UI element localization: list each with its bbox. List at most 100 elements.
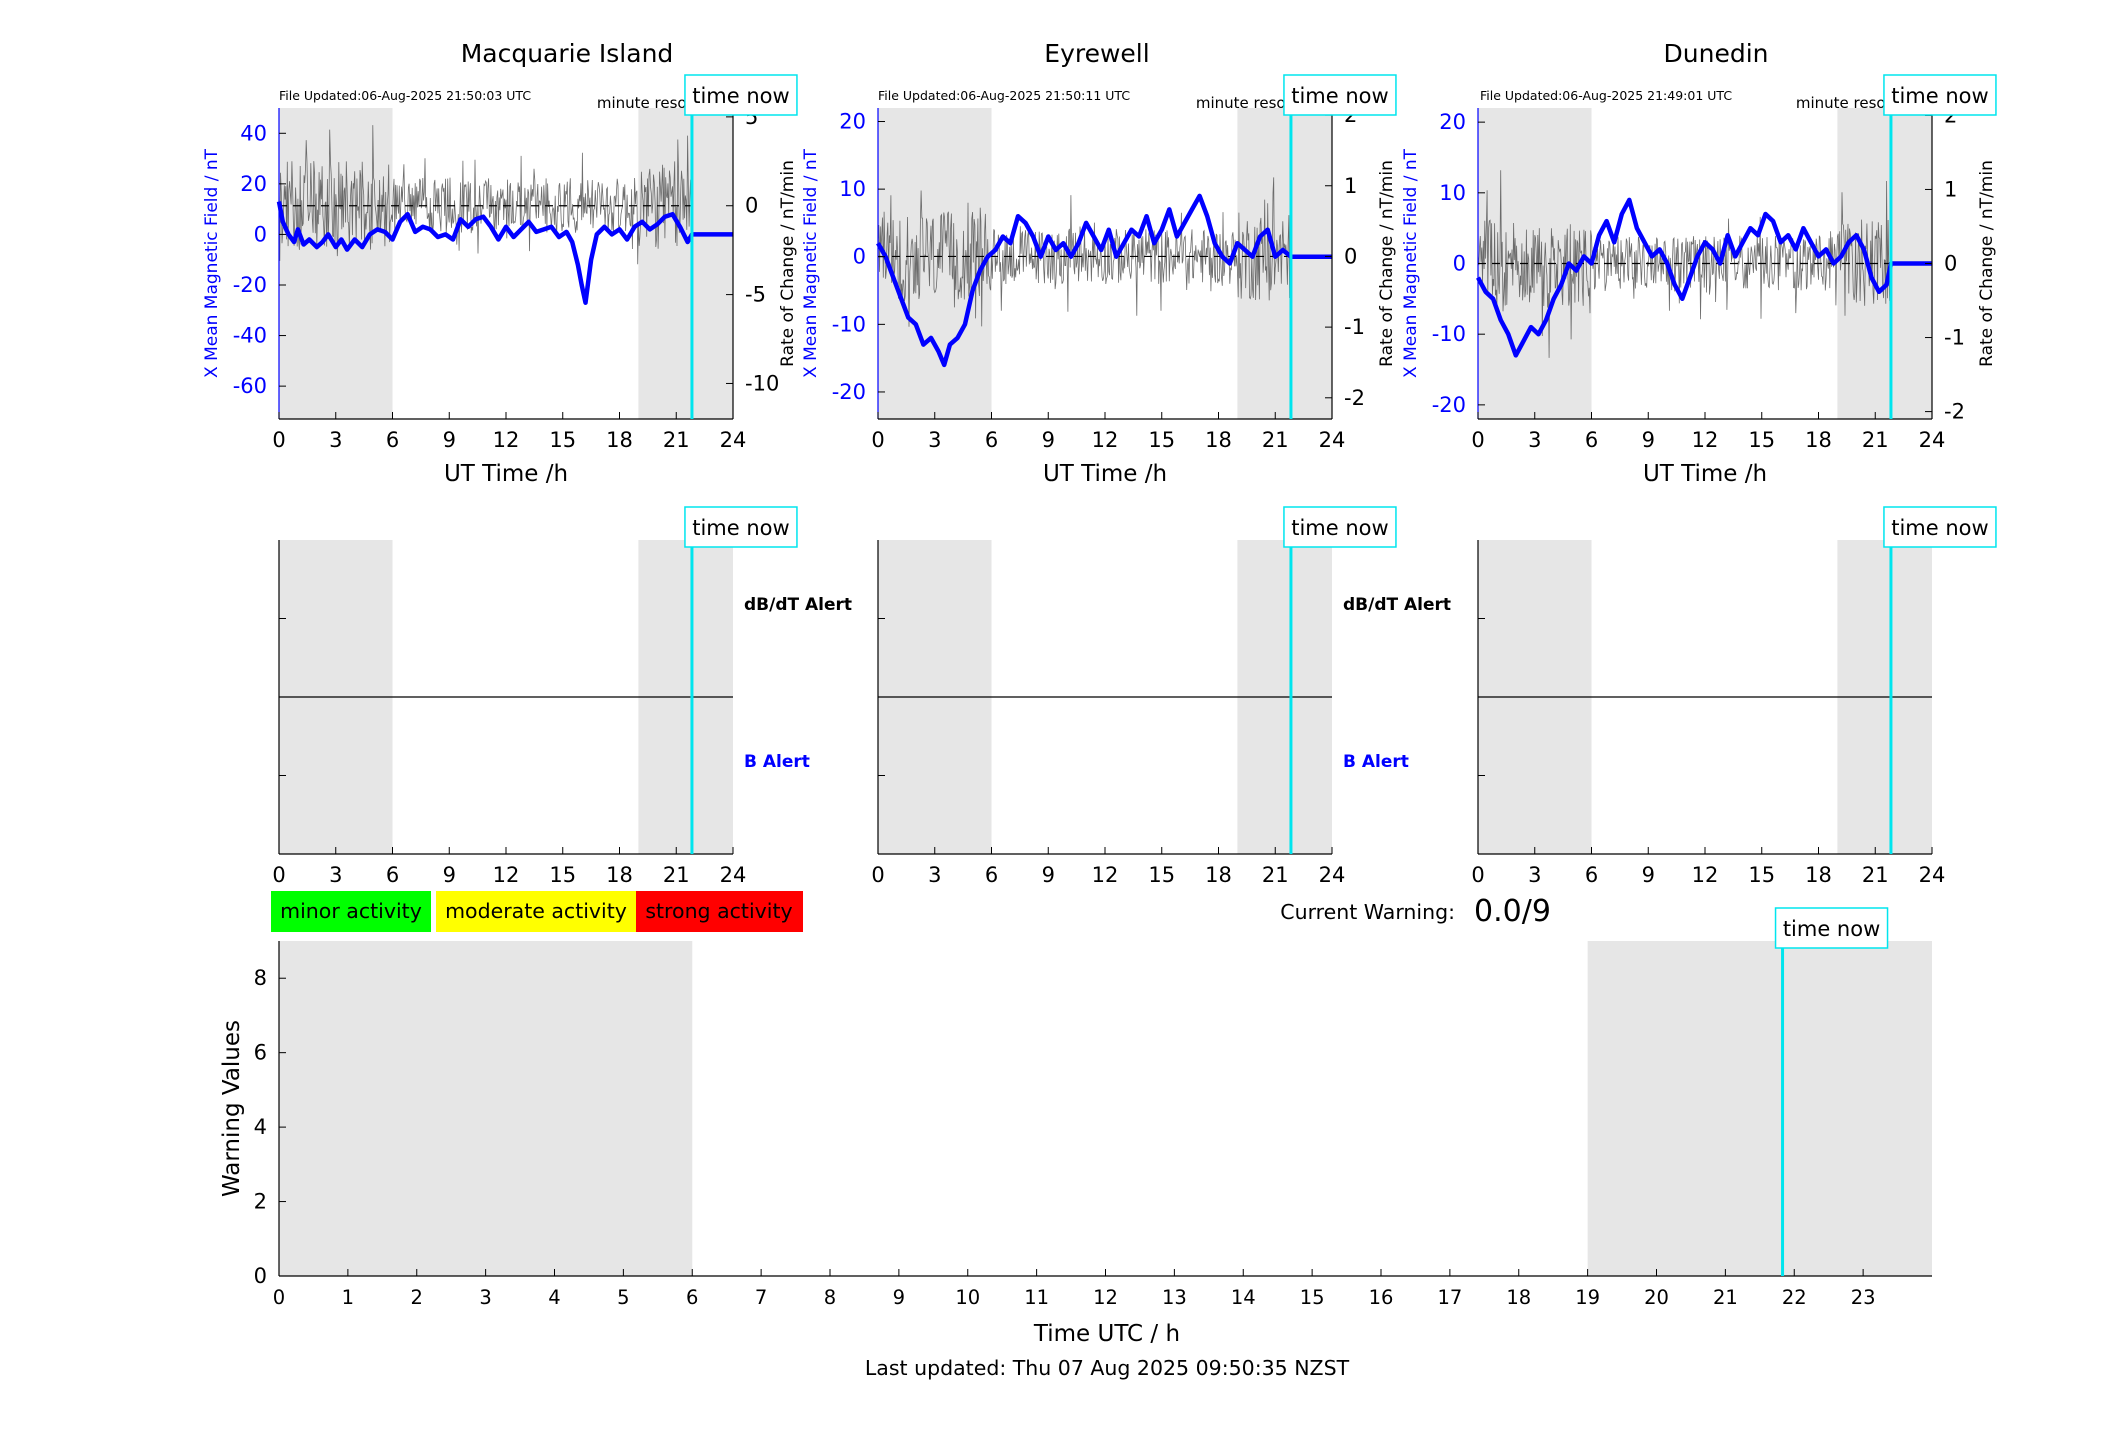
x-axis-label: UT Time /h (1043, 461, 1167, 487)
x-tick-label: 18 (1805, 863, 1832, 887)
right-y-tick-label: 0 (745, 194, 758, 218)
y-tick-label: 8 (254, 966, 267, 990)
y-axis-label: Warning Values (219, 1020, 245, 1197)
x-tick-label: 8 (824, 1286, 836, 1309)
macquarie-field-panel: Macquarie Island File Updated:06-Aug-202… (202, 39, 798, 487)
y-axis-label-left: X Mean Magnetic Field / nT (202, 148, 222, 378)
x-tick-label: 18 (1205, 863, 1232, 887)
x-tick-label: 15 (549, 863, 576, 887)
x-tick-label: 21 (1862, 428, 1889, 452)
right-y-tick-label: 1 (1944, 177, 1957, 201)
y-tick-label: 10 (1439, 181, 1466, 205)
legend-swatch-strong (636, 891, 803, 932)
x-tick-label: 12 (1093, 1286, 1118, 1309)
x-tick-label: 0 (1471, 863, 1484, 887)
x-tick-label: 15 (1748, 428, 1775, 452)
x-axis-label: UT Time /h (1643, 461, 1767, 487)
x-tick-label: 18 (1805, 428, 1832, 452)
time-now-label: time now (1291, 516, 1388, 540)
macquarie-alert-panel: dB/dT Alert B Alert 0 3 6 9 12 15 18 21 24 time n… (272, 506, 852, 887)
b-alert-label-macquarie: B Alert (744, 752, 810, 772)
x-tick-label: 18 (1205, 428, 1232, 452)
b-alert-label-eyrewell: B Alert (1343, 752, 1409, 772)
y-tick-label: 10 (839, 177, 866, 201)
x-tick-label: 18 (606, 428, 633, 452)
y-tick-label: -60 (233, 374, 267, 398)
current-warning-value: 0.0/9 (1474, 894, 1551, 929)
time-now-box (1883, 74, 1997, 116)
panel-title-dunedin: Dunedin (1664, 39, 1769, 68)
x-tick-label: 6 (386, 428, 399, 452)
y-tick-label: 2 (254, 1190, 267, 1214)
x-tick-label: 24 (1319, 428, 1346, 452)
x-tick-label: 11 (1024, 1286, 1049, 1309)
y-axis-label-left: X Mean Magnetic Field / nT (801, 148, 821, 378)
x-tick-label: 6 (1585, 863, 1598, 887)
x-tick-label: 2 (411, 1286, 423, 1309)
x-tick-label: 21 (1262, 428, 1289, 452)
time-now-label: time now (692, 84, 789, 108)
warning-xlabel: Time UTC / h (1033, 1321, 1180, 1347)
legend-swatch-moderate (436, 891, 636, 932)
current-warning: Current Warning: 0.0/9 (1280, 894, 1551, 929)
right-y-tick-label: 0 (1944, 252, 1957, 276)
x-tick-label: 24 (1319, 863, 1346, 887)
x-tick-label: 23 (1851, 1286, 1876, 1309)
y-tick-label: -40 (233, 324, 267, 348)
y-tick-label: 0 (254, 222, 267, 246)
x-tick-label: 10 (955, 1286, 980, 1309)
x-tick-label: 24 (720, 863, 747, 887)
right-y-tick-label: -1 (1944, 326, 1965, 350)
rate-of-change-line (877, 177, 1291, 327)
y-tick-label: 0 (1453, 252, 1466, 276)
x-tick-label: 16 (1369, 1286, 1394, 1309)
file-updated-eyrewell: File Updated:06-Aug-2025 21:50:11 UTC (878, 88, 1130, 103)
shaded-range (638, 108, 733, 419)
x-tick-label: 22 (1782, 1286, 1807, 1309)
y-axis-label-left: X Mean Magnetic Field / nT (1401, 148, 1421, 378)
x-tick-label: 21 (1713, 1286, 1738, 1309)
current-warning-label: Current Warning: (1280, 900, 1455, 924)
x-tick-label: 21 (663, 863, 690, 887)
x-tick-label: 12 (1692, 428, 1719, 452)
x-tick-label: 0 (273, 1286, 285, 1309)
x-tick-label: 9 (1642, 428, 1655, 452)
shaded-range (1587, 941, 1932, 1276)
right-y-tick-label: -2 (1344, 386, 1365, 410)
y-tick-label: 20 (839, 110, 866, 134)
right-y-tick-label: -10 (745, 371, 779, 395)
x-tick-label: 3 (479, 1286, 491, 1309)
x-tick-label: 9 (443, 428, 456, 452)
time-now-box (1774, 907, 1889, 949)
x-tick-label: 15 (1148, 428, 1175, 452)
x-tick-label: 19 (1575, 1286, 1600, 1309)
x-tick-label: 9 (1042, 428, 1055, 452)
x-tick-label: 7 (755, 1286, 767, 1309)
x-tick-label: 1 (342, 1286, 354, 1309)
eyrewell-alert-panel: dB/dT Alert B Alert 0 3 6 9 12 15 18 21 24 time n… (871, 506, 1451, 887)
x-tick-label: 21 (663, 428, 690, 452)
x-tick-label: 12 (1092, 428, 1119, 452)
eyrewell-field-panel: Eyrewell File Updated:06-Aug-2025 21:50:… (801, 39, 1397, 487)
x-tick-label: 0 (272, 428, 285, 452)
x-tick-label: 6 (686, 1286, 698, 1309)
x-tick-label: 21 (1862, 863, 1889, 887)
y-tick-label: -20 (1432, 393, 1466, 417)
y-tick-label: 4 (254, 1115, 267, 1139)
legend-swatch-minor (271, 891, 431, 932)
time-now-box (1283, 74, 1397, 116)
x-tick-label: 5 (617, 1286, 629, 1309)
x-tick-label: 15 (549, 428, 576, 452)
right-y-tick-label: -5 (745, 283, 766, 307)
shaded-range (279, 108, 393, 419)
x-axis-label: UT Time /h (444, 461, 568, 487)
right-y-tick-label: 1 (1344, 174, 1357, 198)
x-tick-label: 15 (1748, 863, 1775, 887)
time-now-label: time now (1783, 917, 1880, 941)
x-tick-label: 20 (1644, 1286, 1669, 1309)
x-tick-label: 0 (1471, 428, 1484, 452)
right-y-tick-label: -2 (1944, 400, 1965, 424)
x-tick-label: 17 (1437, 1286, 1462, 1309)
x-tick-label: 3 (928, 428, 941, 452)
x-tick-label: 0 (871, 863, 884, 887)
